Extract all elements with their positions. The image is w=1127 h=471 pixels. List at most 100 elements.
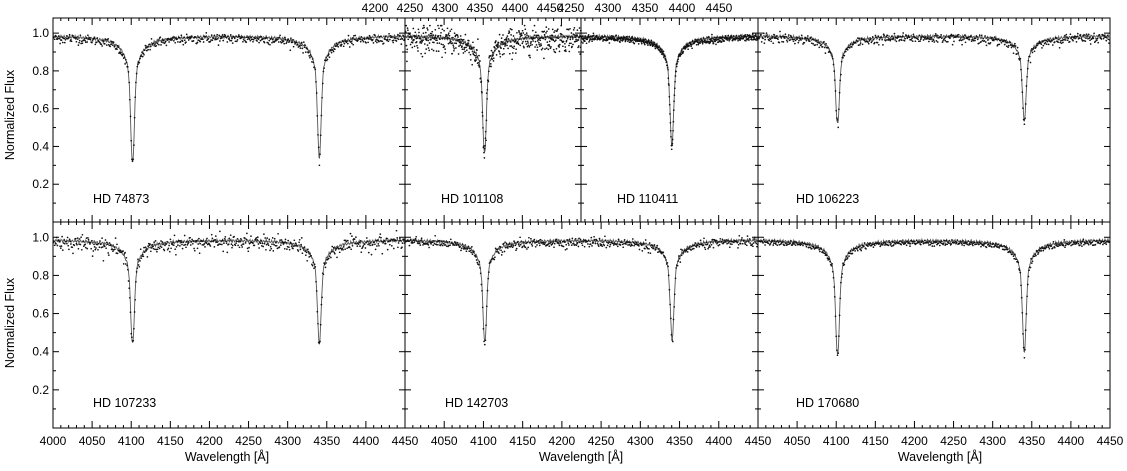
data-point xyxy=(447,244,450,247)
data-point xyxy=(612,244,615,246)
data-point xyxy=(574,243,576,246)
data-point xyxy=(345,240,348,243)
data-point xyxy=(413,39,415,41)
data-point xyxy=(274,244,277,247)
data-point xyxy=(945,239,948,242)
data-point xyxy=(528,236,530,239)
data-point xyxy=(437,35,440,37)
data-point xyxy=(424,38,427,40)
data-point xyxy=(112,249,115,251)
data-point xyxy=(433,239,435,242)
data-point xyxy=(1002,248,1005,251)
x-tick-label: 4450 xyxy=(392,434,419,448)
data-point xyxy=(468,250,471,253)
data-point xyxy=(181,243,183,246)
data-point xyxy=(483,157,486,159)
data-point xyxy=(856,37,859,39)
data-point xyxy=(946,243,949,246)
data-point xyxy=(408,33,411,35)
data-point xyxy=(496,250,498,253)
data-point xyxy=(581,35,584,38)
data-point xyxy=(905,34,908,37)
data-point xyxy=(554,239,557,241)
data-point xyxy=(355,242,358,245)
data-point xyxy=(792,241,795,244)
data-point xyxy=(860,249,863,252)
data-point xyxy=(93,36,96,39)
data-point xyxy=(235,242,237,244)
data-point xyxy=(856,248,859,250)
data-point xyxy=(58,240,61,243)
data-point xyxy=(380,236,382,239)
data-point xyxy=(348,40,351,42)
data-point xyxy=(349,232,352,235)
data-point xyxy=(1047,43,1050,46)
data-point xyxy=(439,244,442,247)
data-point xyxy=(690,43,693,46)
data-point xyxy=(929,36,932,39)
data-point xyxy=(243,37,246,39)
data-point xyxy=(953,40,955,43)
data-point xyxy=(492,57,495,60)
data-point xyxy=(279,34,281,37)
x-tick-label: 4200 xyxy=(549,434,576,448)
data-point xyxy=(358,241,361,244)
x-tick-label: 4400 xyxy=(502,1,529,15)
data-point xyxy=(530,243,533,246)
data-point xyxy=(590,236,593,239)
data-point xyxy=(818,248,821,251)
data-point xyxy=(847,252,850,255)
data-point xyxy=(351,235,353,237)
data-point xyxy=(543,30,546,33)
data-point xyxy=(126,66,129,68)
data-point xyxy=(237,35,239,38)
data-point xyxy=(64,38,67,41)
data-point xyxy=(558,50,561,53)
data-point xyxy=(1021,311,1024,314)
data-point xyxy=(193,247,195,250)
data-point xyxy=(586,38,589,41)
data-point xyxy=(617,238,620,241)
data-point xyxy=(852,249,854,252)
data-point xyxy=(975,243,978,245)
data-point xyxy=(324,266,327,269)
data-point xyxy=(271,243,273,246)
data-point xyxy=(177,41,179,43)
data-point xyxy=(1024,348,1026,351)
data-point xyxy=(541,47,544,50)
data-point xyxy=(315,81,317,83)
data-point xyxy=(1065,33,1068,36)
data-point xyxy=(1087,242,1089,244)
data-point xyxy=(129,115,132,118)
data-point xyxy=(112,41,115,43)
data-point xyxy=(785,39,788,42)
data-point xyxy=(401,246,403,249)
data-point xyxy=(963,244,965,247)
star-label: HD 74873 xyxy=(93,192,149,206)
data-point xyxy=(504,241,506,244)
data-point xyxy=(583,245,586,248)
data-point xyxy=(848,46,851,49)
data-point xyxy=(573,27,576,29)
data-point xyxy=(477,61,480,64)
data-point xyxy=(986,241,988,244)
data-point xyxy=(525,32,528,34)
data-point xyxy=(491,58,494,61)
data-point xyxy=(285,241,288,244)
data-point xyxy=(269,249,271,252)
data-point xyxy=(348,46,351,48)
data-point xyxy=(443,45,446,47)
data-point xyxy=(440,24,443,27)
x-axis-label-1: Wavelength [Å] xyxy=(185,449,269,464)
data-point xyxy=(1028,269,1030,272)
data-point xyxy=(151,245,154,248)
data-point xyxy=(89,241,92,244)
data-point xyxy=(576,29,579,31)
data-point xyxy=(889,39,892,42)
data-point xyxy=(601,245,604,248)
data-point xyxy=(459,245,462,248)
data-point xyxy=(212,239,215,242)
x-tick-label: 4250 xyxy=(397,1,424,15)
data-point xyxy=(908,242,911,245)
data-point xyxy=(160,41,163,43)
